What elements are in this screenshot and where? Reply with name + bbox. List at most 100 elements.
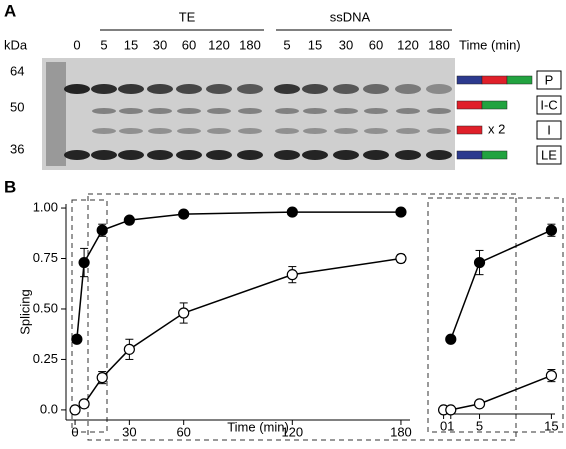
band bbox=[363, 84, 389, 94]
band bbox=[118, 150, 144, 160]
group-label: TE bbox=[179, 9, 196, 24]
band bbox=[118, 84, 144, 94]
construct-segment bbox=[481, 100, 508, 110]
band bbox=[364, 108, 388, 114]
band bbox=[363, 150, 389, 160]
marker-lane bbox=[46, 62, 66, 166]
point bbox=[123, 214, 135, 226]
band bbox=[119, 128, 143, 134]
band bbox=[395, 150, 421, 160]
species-label: I bbox=[547, 122, 551, 137]
species-label: I-C bbox=[540, 97, 557, 112]
lane-label: 5 bbox=[283, 37, 290, 52]
fit-line bbox=[76, 211, 401, 340]
y-tick-label: 0.0 bbox=[40, 401, 58, 416]
point bbox=[78, 398, 90, 410]
marker-label: 64 bbox=[10, 63, 24, 78]
point bbox=[395, 252, 407, 265]
band bbox=[206, 84, 232, 94]
lane-label: 15 bbox=[124, 37, 138, 52]
band bbox=[91, 150, 117, 160]
point bbox=[395, 206, 407, 218]
band bbox=[119, 108, 143, 114]
time-label: Time (min) bbox=[459, 37, 521, 52]
band bbox=[334, 108, 358, 114]
lane-label: 120 bbox=[397, 37, 419, 52]
band bbox=[237, 150, 263, 160]
band bbox=[92, 108, 116, 114]
band bbox=[177, 128, 201, 134]
panel-label: A bbox=[4, 1, 16, 20]
y-tick-label: 1.00 bbox=[33, 199, 58, 214]
x-tick-label: 5 bbox=[476, 418, 483, 433]
band bbox=[302, 84, 328, 94]
y-axis-label: Splicing bbox=[17, 289, 32, 335]
band bbox=[207, 128, 231, 134]
band bbox=[395, 84, 421, 94]
x-tick-label: 0 bbox=[71, 424, 78, 439]
band bbox=[238, 128, 262, 134]
fit-line bbox=[443, 374, 552, 411]
group-label: ssDNA bbox=[330, 9, 371, 24]
lane-label: 5 bbox=[100, 37, 107, 52]
point bbox=[78, 256, 90, 269]
band bbox=[237, 84, 263, 94]
x-tick-label: 15 bbox=[544, 418, 558, 433]
band bbox=[396, 128, 420, 134]
point bbox=[545, 369, 558, 382]
band bbox=[333, 150, 359, 160]
band bbox=[148, 128, 172, 134]
band bbox=[427, 128, 451, 134]
band bbox=[426, 84, 452, 94]
x-tick-label: 0 bbox=[440, 418, 447, 433]
species-box bbox=[536, 95, 562, 115]
lane-label: 15 bbox=[308, 37, 322, 52]
band bbox=[176, 84, 202, 94]
construct-segment bbox=[456, 125, 483, 135]
point bbox=[473, 398, 486, 410]
unit-label: kDa bbox=[4, 37, 28, 52]
band bbox=[64, 150, 90, 160]
species-label: P bbox=[545, 72, 554, 87]
x-axis-label: Time (min) bbox=[227, 419, 289, 434]
band bbox=[303, 108, 327, 114]
lane-label: 180 bbox=[239, 37, 261, 52]
band bbox=[427, 108, 451, 114]
zoom-box bbox=[71, 199, 108, 433]
band bbox=[147, 84, 173, 94]
point bbox=[178, 307, 190, 319]
point bbox=[178, 208, 190, 220]
species-label: LE bbox=[541, 147, 557, 162]
point bbox=[473, 256, 486, 269]
species-box bbox=[536, 145, 562, 165]
band bbox=[334, 128, 358, 134]
x-tick-label: 30 bbox=[122, 424, 136, 439]
x-tick-label: 1 bbox=[447, 418, 454, 433]
x-tick-label: 60 bbox=[176, 424, 190, 439]
point bbox=[545, 224, 558, 236]
band bbox=[91, 84, 117, 94]
fit-line bbox=[74, 257, 402, 411]
construct-segment bbox=[456, 100, 483, 110]
band bbox=[274, 150, 300, 160]
point bbox=[445, 404, 457, 416]
band bbox=[396, 108, 420, 114]
point bbox=[445, 333, 457, 345]
marker-label: 36 bbox=[10, 141, 24, 156]
point bbox=[123, 343, 135, 355]
band bbox=[92, 128, 116, 134]
construct-segment bbox=[481, 150, 508, 160]
species-box bbox=[536, 120, 562, 140]
lane-label: 30 bbox=[339, 37, 353, 52]
point bbox=[71, 333, 83, 345]
marker-label: 50 bbox=[10, 99, 24, 114]
y-tick-label: 0.75 bbox=[33, 250, 58, 265]
construct-segment bbox=[456, 75, 483, 85]
band bbox=[64, 84, 90, 94]
construct-segment bbox=[456, 150, 483, 160]
band bbox=[426, 150, 452, 160]
lane-label: 0 bbox=[73, 37, 80, 52]
point bbox=[69, 404, 81, 416]
band bbox=[275, 108, 299, 114]
